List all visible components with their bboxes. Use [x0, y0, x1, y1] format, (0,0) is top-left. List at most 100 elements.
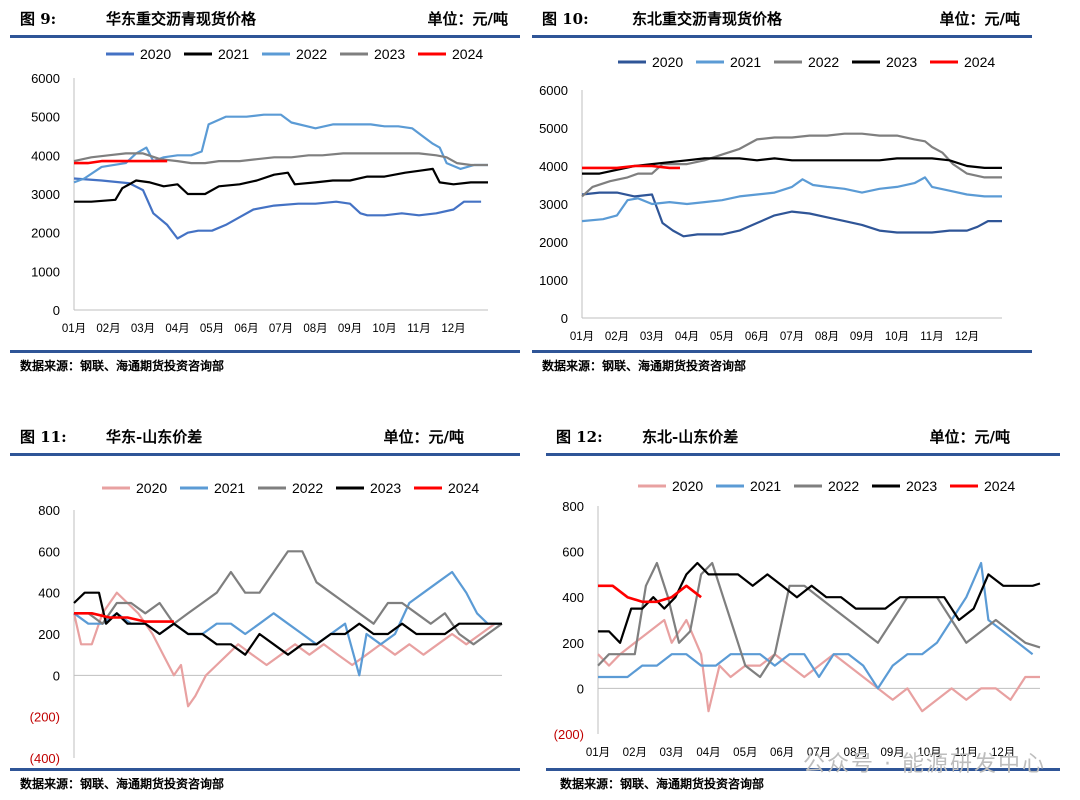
- x-tick-label: 06月: [234, 323, 258, 335]
- price-chart-northeast: 0 1000 2000 3000 4000 5000 6000 01月 02月 03月 04月 05月…: [539, 54, 1002, 343]
- y-tick-label: 400: [562, 590, 584, 605]
- figure-title: 东北重交沥青现货价格: [632, 10, 783, 28]
- figure-number: 图 9:: [20, 10, 57, 28]
- data-source: 数据来源：钢联、海通期货投资咨询部: [20, 777, 225, 791]
- x-tick-label: 01月: [586, 747, 610, 759]
- series-line-2022: [74, 550, 503, 646]
- y-tick-label: 3000: [539, 197, 568, 212]
- x-tick-label: 11月: [920, 331, 943, 343]
- series-line-2024: [74, 612, 174, 623]
- figure-number: 图 12:: [556, 428, 603, 446]
- y-tick-label: 400: [38, 586, 60, 601]
- y-tick-label: 0: [577, 681, 584, 696]
- series-line-2021: [598, 561, 1034, 690]
- x-tick-label: 04月: [165, 323, 189, 335]
- legend-label-2024: 2024: [964, 54, 995, 70]
- figure-number: 图 10:: [542, 10, 589, 28]
- legend-label-2020: 2020: [672, 478, 703, 494]
- chart-panel-3: 图 11: 华东-山东价差 单位：元/吨 (400) (200) 0 200 400 60…: [10, 418, 520, 800]
- title-rule: [546, 453, 1060, 456]
- legend-label-2021: 2021: [730, 54, 761, 70]
- x-tick-label: 07月: [780, 331, 804, 343]
- legend-label-2023: 2023: [886, 54, 917, 70]
- y-tick-label: (400): [30, 751, 60, 766]
- series-line-2023: [598, 561, 1041, 644]
- title-rule: [532, 35, 1032, 38]
- data-source: 数据来源：钢联、海通期货投资咨询部: [20, 359, 225, 373]
- panel-header: 图 11: 华东-山东价差 单位：元/吨: [10, 418, 520, 452]
- y-tick-label: 600: [562, 545, 584, 560]
- legend-label-2021: 2021: [214, 480, 245, 496]
- legend-label-2023: 2023: [906, 478, 937, 494]
- x-tick-label: 12月: [955, 331, 979, 343]
- y-tick-label: 5000: [539, 121, 568, 136]
- series-line-2021: [74, 167, 488, 203]
- legend-label-2024: 2024: [448, 480, 479, 496]
- legend-label-2020: 2020: [652, 54, 683, 70]
- source-rule: [532, 350, 1032, 353]
- figure-title: 华东重交沥青现货价格: [106, 10, 257, 28]
- x-tick-label: 09月: [338, 323, 362, 335]
- x-tick-label: 02月: [605, 331, 629, 343]
- chart-panel-1: 图 9: 华东重交沥青现货价格 单位：元/吨 0 1000 2000 3000 4000…: [10, 0, 520, 380]
- spread-chart-northeast-shandong: (200) 0 200 400 600 800 01月 02月 03月 04月 05月 06月 07月 0…: [554, 478, 1041, 759]
- legend-label-2022: 2022: [828, 478, 859, 494]
- data-source: 数据来源：钢联、海通期货投资咨询部: [542, 359, 747, 373]
- x-tick-label: 06月: [770, 747, 794, 759]
- figure-title: 华东-山东价差: [106, 428, 203, 446]
- panel-header: 图 10: 东北重交沥青现货价格 单位：元/吨: [532, 0, 1032, 34]
- y-tick-label: 200: [562, 636, 584, 651]
- x-tick-label: 04月: [696, 747, 720, 759]
- chart-panel-4: 图 12: 东北-山东价差 单位：元/吨 (200) 0 200 400 600 800 0…: [546, 418, 1060, 800]
- x-tick-label: 12月: [441, 323, 465, 335]
- y-tick-label: 3000: [31, 187, 60, 202]
- x-tick-label: 08月: [815, 331, 839, 343]
- x-tick-label: 05月: [733, 747, 757, 759]
- figure-unit: 单位：元/吨: [427, 10, 508, 28]
- y-tick-label: 0: [53, 668, 60, 683]
- figure-unit: 单位：元/吨: [929, 428, 1010, 446]
- x-tick-label: 11月: [955, 747, 978, 759]
- y-tick-label: 4000: [539, 159, 568, 174]
- y-tick-label: (200): [554, 727, 584, 742]
- x-tick-label: 12月: [991, 747, 1015, 759]
- series-line-2022: [597, 561, 1041, 679]
- x-tick-label: 09月: [850, 331, 874, 343]
- x-tick-label: 03月: [131, 323, 155, 335]
- panel-header: 图 9: 华东重交沥青现货价格 单位：元/吨: [10, 0, 520, 34]
- chart-panel-2: 图 10: 东北重交沥青现货价格 单位：元/吨 0 1000 2000 3000 400…: [532, 0, 1032, 380]
- series-line-2022: [73, 113, 488, 184]
- y-tick-label: 0: [561, 311, 568, 326]
- x-tick-label: 09月: [881, 747, 905, 759]
- x-tick-label: 07月: [269, 323, 293, 335]
- series-line-2023: [73, 152, 488, 167]
- series-line-2020: [72, 591, 496, 708]
- legend-label-2022: 2022: [292, 480, 323, 496]
- y-tick-label: 200: [38, 627, 60, 642]
- x-tick-label: 03月: [640, 331, 664, 343]
- legend-label-2021: 2021: [750, 478, 781, 494]
- y-tick-label: 600: [38, 544, 60, 559]
- price-chart-east: 0 1000 2000 3000 4000 5000 6000 01月 02月 03月 04月 05月…: [31, 46, 488, 335]
- source-rule: [10, 350, 520, 353]
- y-tick-label: 2000: [31, 226, 60, 241]
- series-line-2023: [73, 591, 502, 656]
- x-tick-label: 03月: [660, 747, 684, 759]
- y-tick-label: 5000: [31, 110, 60, 125]
- series-line-2024: [582, 164, 680, 170]
- legend-label-2024: 2024: [984, 478, 1015, 494]
- legend-label-2023: 2023: [370, 480, 401, 496]
- legend-label-2020: 2020: [136, 480, 167, 496]
- y-tick-label: 800: [38, 503, 60, 518]
- series-line-2020: [73, 177, 482, 240]
- x-tick-label: 01月: [570, 331, 594, 343]
- x-tick-label: 08月: [844, 747, 868, 759]
- figure-unit: 单位：元/吨: [383, 428, 464, 446]
- title-rule: [10, 35, 520, 38]
- series-line-2024: [74, 159, 168, 165]
- x-tick-label: 10月: [372, 323, 396, 335]
- y-tick-label: (200): [30, 710, 60, 725]
- x-tick-label: 10月: [885, 331, 909, 343]
- source-rule: [546, 768, 1060, 771]
- data-source: 数据来源：钢联、海通期货投资咨询部: [560, 777, 765, 791]
